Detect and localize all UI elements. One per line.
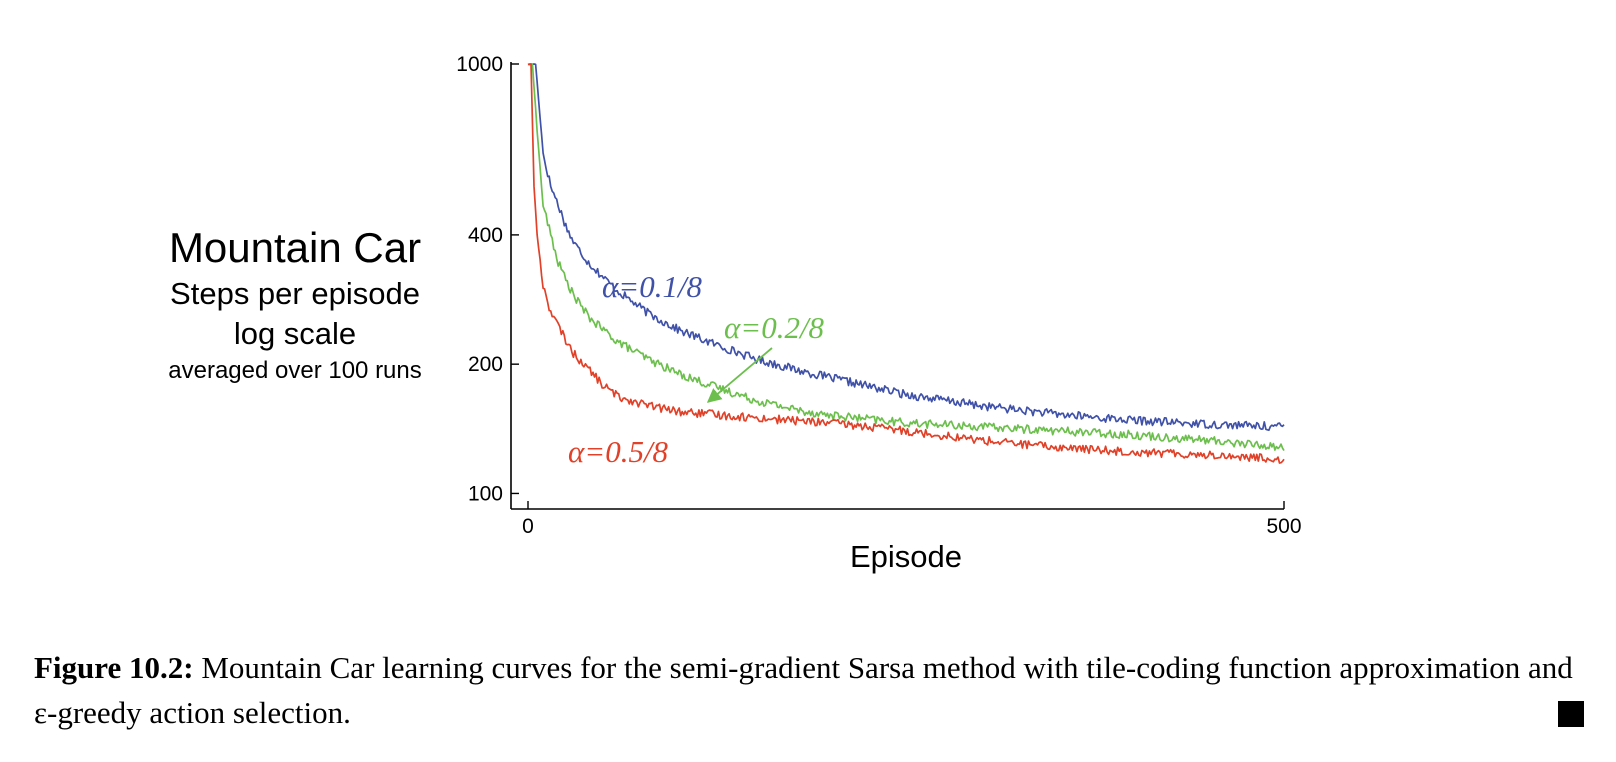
x-tick-label: 500 bbox=[1266, 515, 1301, 538]
y-axis-label-line-1: Steps per episode bbox=[170, 276, 420, 311]
y-tick-label: 100 bbox=[468, 482, 503, 505]
series-label-arrow bbox=[706, 347, 773, 403]
axes: 100 200 400 1000 0 500 Episode bbox=[456, 53, 1301, 574]
y-tick-label: 400 bbox=[468, 224, 503, 247]
series-label-2: α=0.2/8 bbox=[724, 310, 825, 345]
series-line-3 bbox=[527, 63, 1285, 464]
y-tick-label: 200 bbox=[468, 353, 503, 376]
end-of-proof-square-icon bbox=[1558, 701, 1584, 727]
series-line-2 bbox=[527, 63, 1285, 452]
y-axis-label-block: Mountain Car Steps per episode log scale… bbox=[120, 222, 470, 388]
x-tick-label: 0 bbox=[522, 515, 534, 538]
caption-label: Figure 10.2: bbox=[34, 650, 194, 685]
y-tick-label: 1000 bbox=[456, 53, 503, 76]
caption-text: Mountain Car learning curves for the sem… bbox=[34, 650, 1573, 730]
series-line-1 bbox=[527, 63, 1285, 432]
x-axis-label: Episode bbox=[850, 539, 962, 574]
figure-caption: Figure 10.2: Mountain Car learning curve… bbox=[34, 645, 1584, 735]
y-axis-label-line-2: log scale bbox=[233, 316, 357, 351]
y-axis-label-line-3: averaged over 100 runs bbox=[168, 357, 422, 384]
series-label-3: α=0.5/8 bbox=[568, 434, 669, 469]
series-label-1: α=0.1/8 bbox=[602, 269, 703, 304]
chart-title: Mountain Car bbox=[168, 224, 422, 271]
annotation-layer: α=0.1/8 α=0.2/8 α=0.5/8 bbox=[568, 269, 825, 469]
series-layer bbox=[527, 63, 1285, 464]
